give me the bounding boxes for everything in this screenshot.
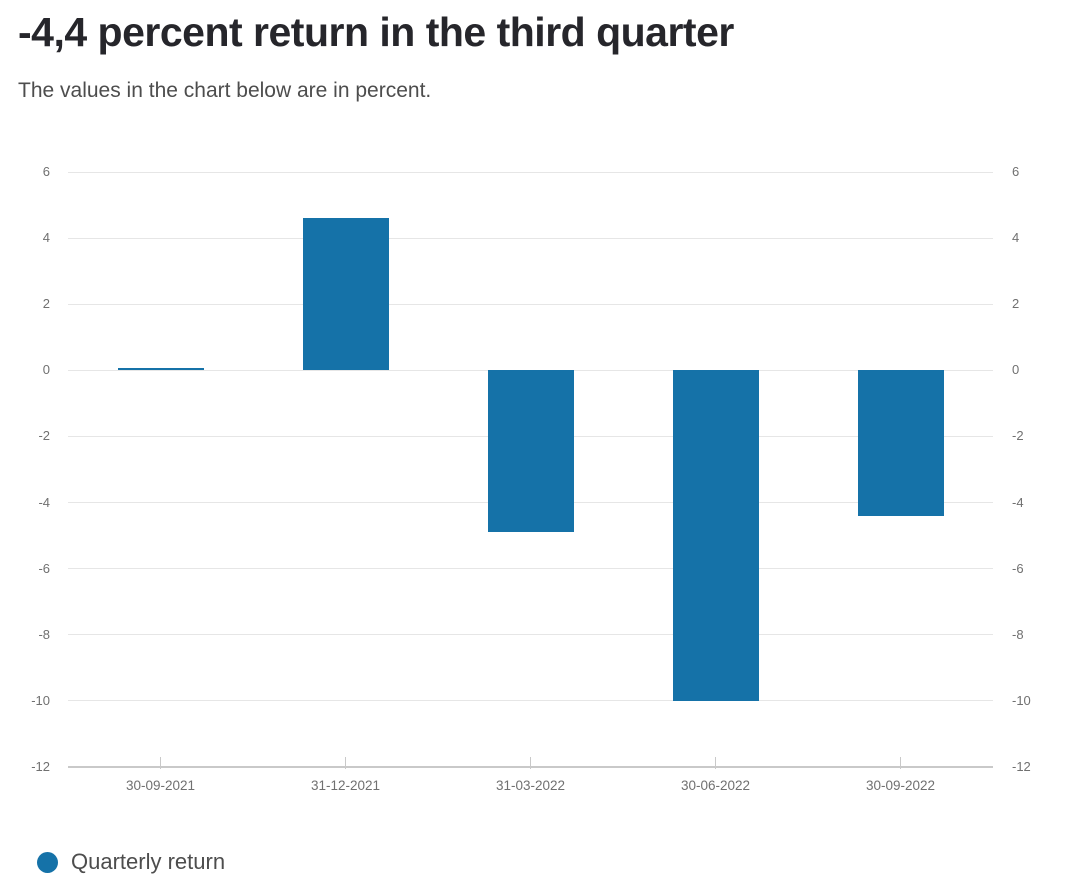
y-axis-label-left--10: -10 (31, 692, 50, 708)
page-title: -4,4 percent return in the third quarter (18, 9, 734, 55)
x-axis-label-30-06-2022: 30-06-2022 (680, 778, 751, 793)
x-axis-label-30-09-2021: 30-09-2021 (125, 778, 196, 793)
x-axis-tick-31-03-2022 (530, 757, 531, 769)
gridline-y--8 (68, 634, 993, 636)
x-axis-label-31-12-2021: 31-12-2021 (310, 778, 381, 793)
y-axis-label-right-0: 0 (1012, 362, 1020, 378)
y-axis-label-right--2: -2 (1012, 428, 1024, 444)
y-axis-label-right-2: 2 (1012, 296, 1020, 312)
y-axis-label-left--2: -2 (38, 428, 50, 444)
gridline-y-6 (68, 171, 993, 173)
chart-subtitle: The values in the chart below are in per… (18, 79, 432, 102)
x-axis-label-31-03-2022: 31-03-2022 (495, 778, 566, 793)
y-axis-label-left-4: 4 (42, 230, 50, 246)
gridline-y-2 (68, 303, 993, 305)
bar-chart: 6 6 4 4 2 2 0 0 -2 -2 -4 -4 -6 -6 -8 -8 -10 -10 -12 -12 30-0… (0, 150, 1086, 810)
gridline-y-4 (68, 237, 993, 239)
y-axis-label-right--10: -10 (1012, 692, 1031, 708)
bar-31-12-2021[interactable] (302, 218, 389, 371)
x-axis-tick-30-09-2021 (160, 757, 161, 769)
legend-item-quarterly-return[interactable]: Quarterly return (37, 849, 225, 875)
y-axis-label-right-4: 4 (1012, 230, 1020, 246)
legend-label: Quarterly return (71, 849, 226, 874)
x-axis-tick-30-09-2022 (900, 757, 901, 769)
y-axis-label-left--4: -4 (38, 494, 50, 510)
y-axis-label-left--6: -6 (38, 560, 50, 576)
bar-30-09-2022[interactable] (857, 370, 944, 516)
y-axis-label-left--12: -12 (31, 759, 50, 774)
y-axis-label-right--8: -8 (1012, 626, 1024, 642)
legend-marker-icon (37, 851, 58, 873)
x-axis-label-30-09-2022: 30-09-2022 (865, 778, 936, 793)
y-axis-label-right--6: -6 (1012, 560, 1024, 576)
gridline-y--6 (68, 568, 993, 570)
x-axis-tick-30-06-2022 (715, 757, 716, 769)
gridline-y--10 (68, 700, 993, 702)
y-axis-label-right--4: -4 (1012, 494, 1024, 510)
y-axis-label-right-6: 6 (1012, 164, 1020, 179)
y-axis-label-right--12: -12 (1012, 759, 1031, 774)
bar-30-09-2021[interactable] (117, 368, 204, 371)
x-axis-tick-31-12-2021 (345, 757, 346, 769)
y-axis-label-left-2: 2 (42, 296, 50, 312)
bar-31-03-2022[interactable] (487, 370, 574, 533)
y-axis-label-left-0: 0 (42, 362, 50, 378)
y-axis-label-left-6: 6 (42, 164, 50, 179)
bar-30-06-2022[interactable] (672, 370, 759, 701)
y-axis-label-left--8: -8 (38, 626, 50, 642)
